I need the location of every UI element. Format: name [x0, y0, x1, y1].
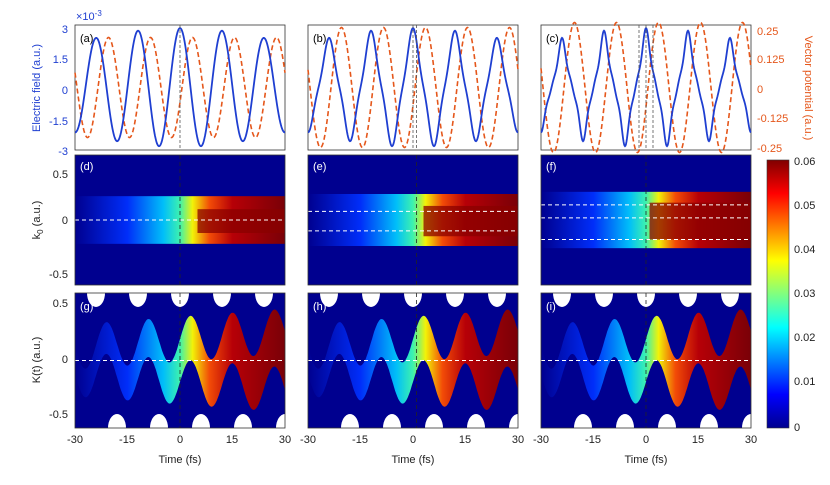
efield-tick: 3: [62, 24, 68, 36]
x-axis-label: Time (fs): [392, 454, 435, 466]
panel-b-label: (b): [313, 33, 326, 45]
colorbar-tick: 0.06: [794, 156, 815, 168]
x-axis-label: Time (fs): [159, 454, 202, 466]
vpot-tick: 0.125: [757, 54, 785, 66]
x-axis-label: Time (fs): [625, 454, 668, 466]
panel-b: (b): [308, 25, 518, 150]
efield-tick: 1.5: [53, 54, 68, 66]
panel-a-label: (a): [80, 33, 93, 45]
x-tick: 30: [279, 434, 291, 446]
vpot-tick: 0: [757, 84, 763, 96]
panel-e-label: (e): [313, 161, 326, 173]
x-axis-2: -30 -15 0 15 30 Time (fs): [300, 434, 524, 466]
vpot-tick: -0.25: [757, 143, 782, 155]
x-axis-1: -30 -15 0 15 30 Time (fs): [67, 434, 291, 466]
colorbar-tick: 0.03: [794, 288, 815, 300]
k0-axis-label: k0 (a.u.): [31, 201, 45, 240]
panel-f-label: (f): [546, 161, 556, 173]
x-tick: -30: [300, 434, 316, 446]
x-tick: -15: [585, 434, 601, 446]
panel-c-label: (c): [546, 33, 559, 45]
colorbar-tick: 0: [794, 422, 800, 434]
k0-tick: 0: [62, 215, 68, 227]
colorbar-tick: 0.05: [794, 200, 815, 212]
kt-tick: 0: [62, 354, 68, 366]
x-tick: 0: [410, 434, 416, 446]
x-tick: -30: [533, 434, 549, 446]
x-tick: 15: [692, 434, 704, 446]
panel-g: (g): [75, 279, 294, 442]
efield-exponent: ×10-3: [76, 9, 102, 23]
kt-tick: 0.5: [53, 298, 68, 310]
panel-h-label: (h): [313, 301, 326, 313]
colorbar: 0.06 0.05 0.04 0.03 0.02 0.01 0: [767, 156, 815, 434]
kt-axis-label: K(t) (a.u.): [31, 337, 43, 383]
x-tick: -15: [352, 434, 368, 446]
panel-i: (i): [541, 279, 760, 442]
x-tick: -15: [119, 434, 135, 446]
efield-axis-label: Electric field (a.u.): [31, 44, 43, 132]
x-axis-3: -30 -15 0 15 30 Time (fs): [533, 434, 757, 466]
colorbar-tick: 0.02: [794, 332, 815, 344]
x-tick: 30: [745, 434, 757, 446]
k0-tick: 0.5: [53, 169, 68, 181]
colorbar-gradient: [767, 160, 789, 428]
panel-h: (h): [308, 279, 527, 442]
colorbar-tick: 0.01: [794, 376, 815, 388]
kt-axis: 0.5 0 -0.5: [49, 298, 68, 421]
x-tick: 0: [177, 434, 183, 446]
panel-d-label: (d): [80, 161, 93, 173]
x-tick: 30: [512, 434, 524, 446]
k0-axis: 0.5 0 -0.5: [49, 169, 68, 281]
x-tick: -30: [67, 434, 83, 446]
efield-tick: 0: [62, 85, 68, 97]
x-tick: 0: [643, 434, 649, 446]
vector-potential-axis-label: Vector potential (a.u.): [802, 36, 814, 141]
efield-tick: -1.5: [49, 116, 68, 128]
panel-a: (a): [75, 25, 285, 150]
efield-tick: -3: [58, 146, 68, 158]
panel-c: (c): [541, 23, 751, 153]
kt-tick: -0.5: [49, 409, 68, 421]
x-tick: 15: [226, 434, 238, 446]
vpot-tick: 0.25: [757, 26, 778, 38]
colorbar-tick: 0.04: [794, 244, 815, 256]
vector-potential-axis: 0.25 0.125 0 -0.125 -0.25: [757, 26, 788, 155]
vpot-tick: -0.125: [757, 113, 788, 125]
x-tick: 15: [459, 434, 471, 446]
panel-i-label: (i): [546, 301, 556, 313]
panel-g-label: (g): [80, 301, 93, 313]
k0-tick: -0.5: [49, 269, 68, 281]
